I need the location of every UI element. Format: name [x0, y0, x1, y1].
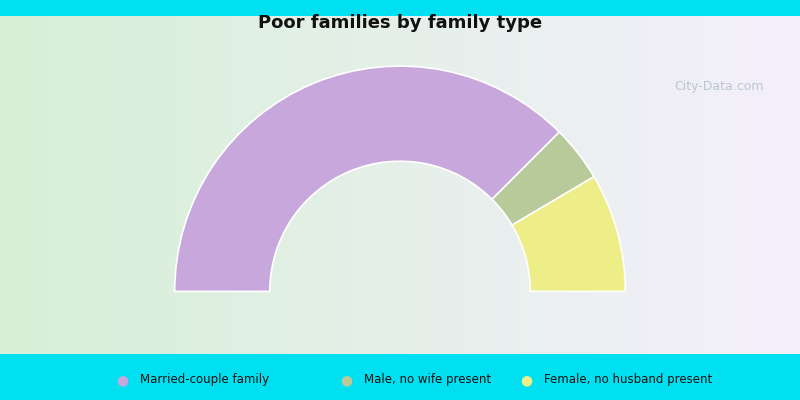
Text: ●: ● [116, 373, 129, 387]
Text: ●: ● [520, 373, 533, 387]
Wedge shape [512, 177, 626, 292]
Text: City-Data.com: City-Data.com [674, 80, 764, 93]
Wedge shape [174, 66, 559, 292]
Text: Poor families by family type: Poor families by family type [258, 14, 542, 32]
Text: ●: ● [340, 373, 353, 387]
Text: Male, no wife present: Male, no wife present [364, 374, 491, 386]
Text: Married-couple family: Married-couple family [140, 374, 269, 386]
Text: Female, no husband present: Female, no husband present [544, 374, 712, 386]
Wedge shape [492, 132, 594, 225]
